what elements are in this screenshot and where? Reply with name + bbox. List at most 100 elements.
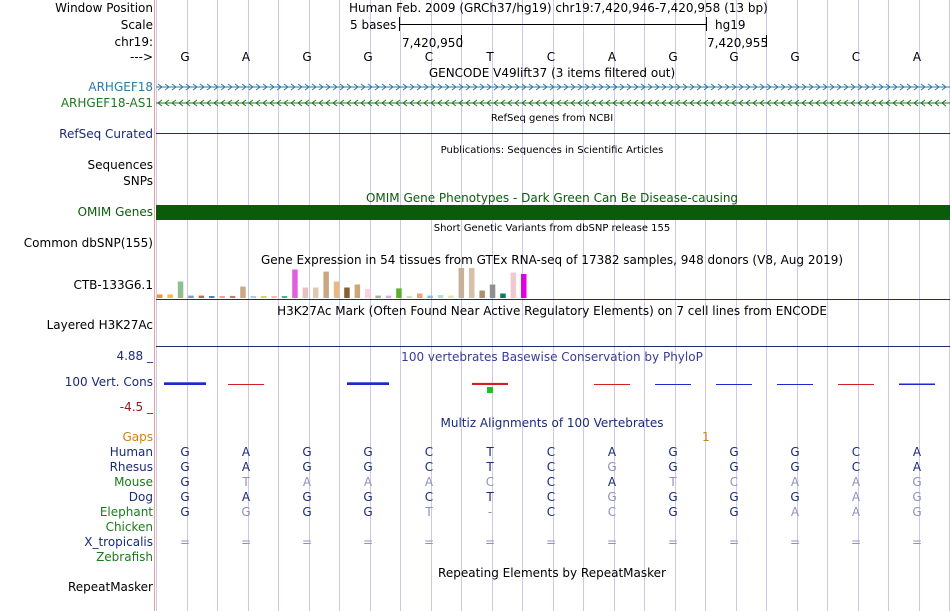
phylop-mark xyxy=(164,382,206,385)
multiz-title[interactable]: Multiz Alignments of 100 Vertebrates xyxy=(440,416,664,430)
strand-arrow xyxy=(220,83,226,91)
strand-arrow xyxy=(906,99,912,107)
gtex-title[interactable]: Gene Expression in 54 tissues from GTEx … xyxy=(260,253,844,267)
strand-arrow xyxy=(206,99,212,107)
publications-sequences-label[interactable]: Sequences xyxy=(87,158,153,172)
strand-arrow xyxy=(472,99,478,107)
strand-arrow xyxy=(304,99,310,107)
strand-arrow xyxy=(920,83,926,91)
dbsnp-desc[interactable]: Short Genetic Variants from dbSNP releas… xyxy=(433,223,671,234)
refseq-label[interactable]: RefSeq Curated xyxy=(59,127,153,141)
multiz-species-label[interactable]: Rhesus xyxy=(109,460,153,474)
strand-arrow xyxy=(871,99,877,107)
multiz-base: = xyxy=(606,535,618,549)
multiz-base: A xyxy=(851,505,861,519)
multiz-base: T xyxy=(486,460,494,474)
multiz-species-label[interactable]: Mouse xyxy=(114,475,153,489)
gtex-bar xyxy=(448,295,454,298)
strand-arrow xyxy=(885,99,891,107)
multiz-base: G xyxy=(302,445,312,459)
strand-arrow xyxy=(885,83,891,91)
strand-arrow xyxy=(381,83,387,91)
gencode-gene-2-label[interactable]: ARHGEF18-AS1 xyxy=(60,96,153,110)
multiz-species-label[interactable]: X_tropicalis xyxy=(84,535,153,549)
multiz-base: G xyxy=(363,490,373,504)
multiz-species-label[interactable]: Dog xyxy=(128,490,153,504)
ruler-left-coord: 7,420,950 xyxy=(402,36,464,50)
strand-arrow xyxy=(598,99,604,107)
multiz-base: G xyxy=(912,490,922,504)
multiz-species-label[interactable]: Human xyxy=(109,445,153,459)
scale-bar-left-tick xyxy=(399,17,400,31)
conservation-chart[interactable] xyxy=(156,365,950,401)
publications-desc[interactable]: Publications: Sequences in Scientific Ar… xyxy=(440,145,664,156)
strand-arrow xyxy=(353,83,359,91)
multiz-base: G xyxy=(668,460,678,474)
h3k27ac-title[interactable]: H3K27Ac Mark (Often Found Near Active Re… xyxy=(277,304,827,318)
gencode-title[interactable]: GENCODE V49lift37 (3 items filtered out) xyxy=(428,66,676,80)
strand-arrow xyxy=(549,99,555,107)
strand-arrow xyxy=(605,83,611,91)
multiz-base: C xyxy=(485,475,495,489)
repeatmasker-label[interactable]: RepeatMasker xyxy=(67,580,153,594)
ruler-right-tick xyxy=(766,35,767,47)
strand-arrow xyxy=(836,83,842,91)
gencode-gene-2-track[interactable] xyxy=(156,97,950,109)
multiz-species-label[interactable]: Zebrafish xyxy=(96,550,153,564)
strand-arrow xyxy=(871,83,877,91)
strand-arrow xyxy=(290,83,296,91)
multiz-base: - xyxy=(487,505,493,519)
multiz-species-label[interactable]: Chicken xyxy=(105,520,153,534)
strand-arrow xyxy=(619,99,625,107)
strand-arrow xyxy=(626,99,632,107)
omim-label[interactable]: OMIM Genes xyxy=(77,205,153,219)
strand-arrow xyxy=(892,99,898,107)
scale-bar-right-tick xyxy=(706,17,707,31)
multiz-gaps-label[interactable]: Gaps xyxy=(122,430,153,444)
gtex-bar xyxy=(323,271,329,298)
gtex-bar xyxy=(427,295,433,298)
gencode-gene-1-track[interactable] xyxy=(156,81,950,93)
strand-arrow xyxy=(787,99,793,107)
multiz-base: = xyxy=(240,535,252,549)
gtex-bar xyxy=(302,287,309,298)
strand-arrow xyxy=(423,83,429,91)
multiz-base: G xyxy=(302,505,312,519)
strand-arrow xyxy=(661,83,667,91)
strand-arrow xyxy=(822,83,828,91)
strand-arrow xyxy=(199,99,205,107)
strand-arrow xyxy=(878,83,884,91)
multiz-base: = xyxy=(911,535,923,549)
strand-arrow xyxy=(745,99,751,107)
dbsnp-label[interactable]: Common dbSNP(155) xyxy=(23,236,153,250)
refseq-desc[interactable]: RefSeq genes from NCBI xyxy=(490,113,614,124)
strand-arrow xyxy=(584,83,590,91)
strand-base: G xyxy=(180,50,190,64)
multiz-base: G xyxy=(302,460,312,474)
publications-snps-label[interactable]: SNPs xyxy=(123,174,153,188)
refseq-line[interactable] xyxy=(156,133,950,134)
omim-bar[interactable] xyxy=(156,205,950,220)
multiz-base: G xyxy=(363,460,373,474)
position-value[interactable]: Human Feb. 2009 (GRCh37/hg19) chr19:7,42… xyxy=(349,1,768,15)
gtex-bar xyxy=(344,287,350,298)
multiz-base: A xyxy=(851,490,861,504)
gtex-chart[interactable] xyxy=(156,268,950,298)
strand-base: A xyxy=(607,50,617,64)
strand-arrow xyxy=(577,83,583,91)
conservation-label[interactable]: 100 Vert. Cons xyxy=(64,375,153,389)
strand-arrow xyxy=(290,99,296,107)
gencode-gene-1-label[interactable]: ARHGEF18 xyxy=(88,80,153,94)
multiz-base: A xyxy=(912,445,922,459)
multiz-species-label[interactable]: Elephant xyxy=(99,505,153,519)
strand-arrow xyxy=(556,99,562,107)
h3k27ac-label[interactable]: Layered H3K27Ac xyxy=(46,318,153,332)
repeatmasker-title[interactable]: Repeating Elements by RepeatMasker xyxy=(438,566,666,580)
conservation-title[interactable]: 100 vertebrates Basewise Conservation by… xyxy=(401,350,703,364)
gtex-bar xyxy=(458,268,465,298)
omim-title[interactable]: OMIM Gene Phenotypes - Dark Green Can Be… xyxy=(365,191,739,205)
gtex-label[interactable]: CTB-133G6.1 xyxy=(73,278,153,292)
phylop-mark xyxy=(487,387,493,393)
strand-arrow xyxy=(689,99,695,107)
strand-arrow xyxy=(794,83,800,91)
